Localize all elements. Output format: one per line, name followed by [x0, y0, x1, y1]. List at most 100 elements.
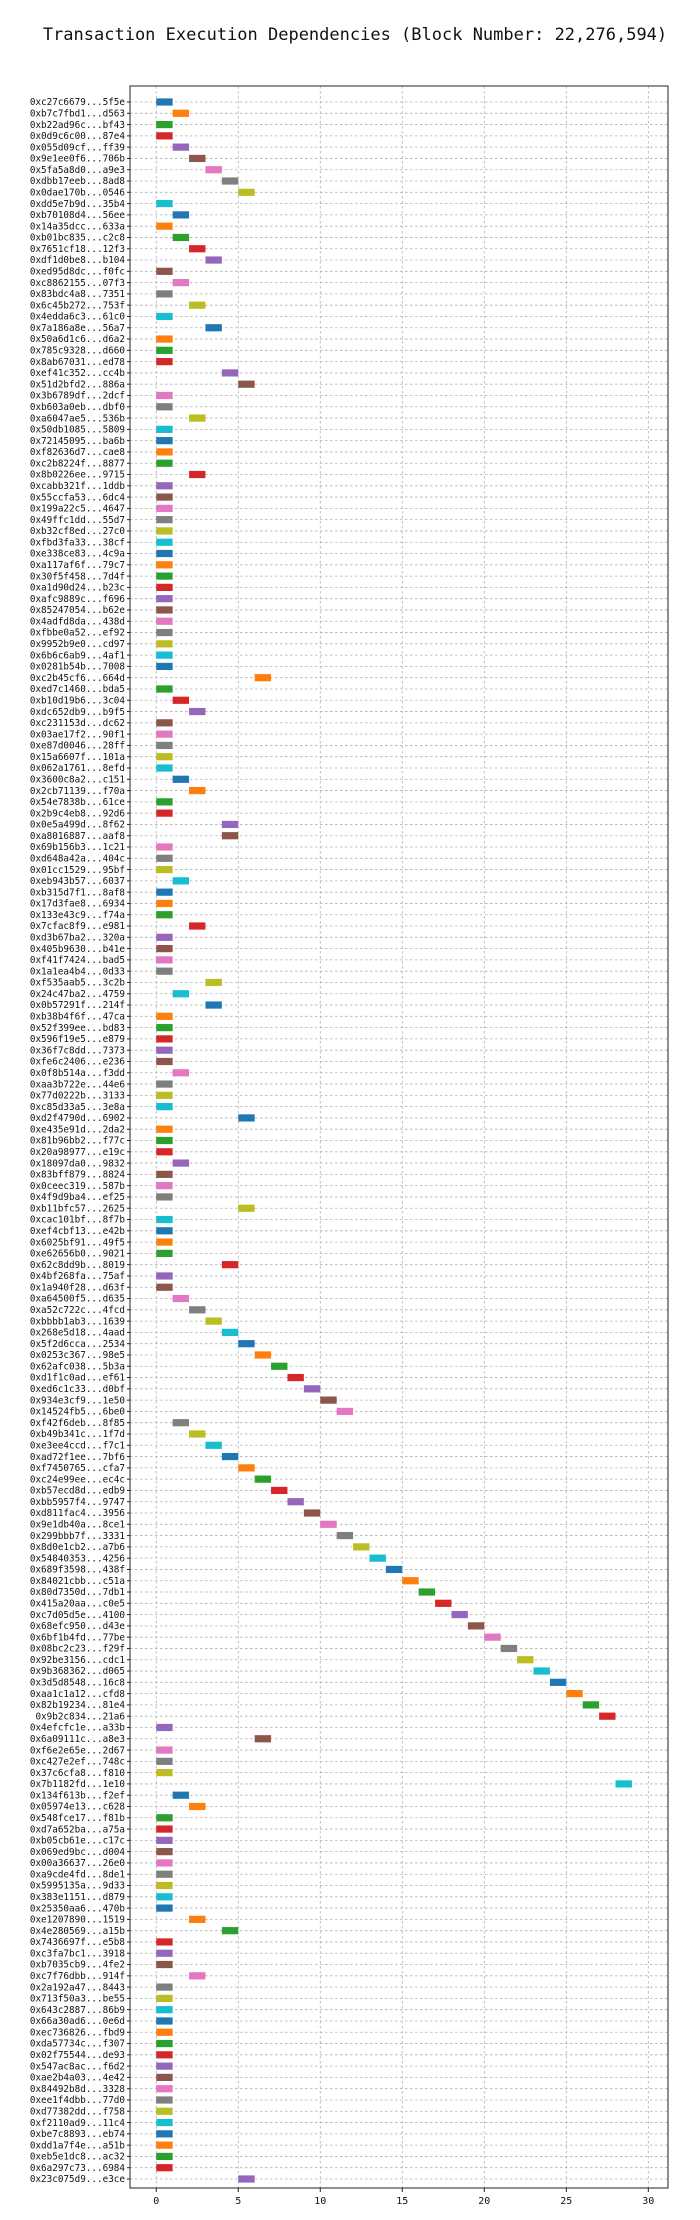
transaction-bar — [156, 865, 173, 874]
transaction-label: 0x415a20aa...c0e5 — [30, 1599, 125, 1610]
transaction-label: 0xbbbb1ab3...1639 — [30, 1316, 125, 1327]
transaction-bar — [254, 1735, 272, 1743]
transaction-label: 0x02f75544...de93 — [30, 2050, 125, 2061]
transaction-bar — [156, 538, 173, 546]
transaction-bar — [189, 707, 206, 716]
transaction-bar — [156, 1904, 173, 1912]
transaction-bar — [156, 2130, 173, 2138]
transaction-label: 0xe62656b0...9021 — [30, 1249, 125, 1260]
transaction-label: 0x785c9328...d660 — [30, 346, 125, 357]
x-tick-label: 20 — [478, 2196, 490, 2207]
transaction-bar — [238, 188, 255, 196]
transaction-label: 0xb22ad96c...bf43 — [30, 120, 125, 131]
transaction-bar — [156, 561, 173, 569]
transaction-bar — [189, 786, 206, 795]
transaction-label: 0x689f3598...438f — [30, 1565, 125, 1576]
transaction-bar — [156, 312, 173, 321]
transaction-bar — [156, 628, 173, 637]
transaction-label: 0xb10d19b6...3c04 — [30, 695, 126, 706]
transaction-label: 0xaa1c1a12...cfd8 — [30, 1689, 125, 1700]
transaction-label: 0x4adfd8da...438d — [30, 616, 125, 627]
transaction-label: 0x24c47ba2...4759 — [30, 989, 125, 1000]
transaction-label: 0x82b19234...81e4 — [30, 1700, 126, 1711]
transaction-bar — [156, 2051, 173, 2059]
transaction-label: 0x83bff879...8824 — [30, 1170, 126, 1181]
transaction-bar — [172, 1419, 190, 1427]
transaction-bar — [156, 1193, 173, 1201]
transaction-label: 0xdbb17eeb...8ad8 — [30, 176, 125, 187]
transaction-label: 0x50a6d1c6...d6a2 — [30, 334, 125, 345]
transaction-bar — [156, 1938, 173, 1946]
transaction-label: 0xb01bc835...c2c8 — [30, 233, 125, 244]
transaction-label: 0xf7450765...cfa7 — [30, 1463, 125, 1474]
bars-layer — [156, 98, 632, 2183]
transaction-label: 0xed95d8dc...f0fc — [30, 267, 125, 278]
transaction-label: 0x934e3cf9...1e50 — [30, 1395, 125, 1406]
transaction-bar — [172, 696, 190, 704]
transaction-label: 0xeb5e1dc8...ac32 — [30, 2152, 125, 2163]
transaction-bar — [156, 425, 173, 433]
transaction-label: 0x08bc2c23...f29f — [30, 1644, 125, 1655]
transaction-label: 0x7a186a8e...56a7 — [30, 323, 125, 334]
transaction-bar — [467, 1622, 485, 1630]
transaction-label: 0xa117af6f...79c7 — [30, 560, 125, 571]
transaction-label: 0xd3b67ba2...320a — [30, 933, 125, 944]
transaction-bar — [156, 1881, 173, 1890]
transaction-label: 0x37c6cfa8...f810 — [30, 1768, 125, 1779]
transaction-label: 0xbb5957f4...9747 — [30, 1497, 125, 1508]
transaction-label: 0xa9cde4fd...8de1 — [30, 1869, 125, 1880]
transaction-label: 0xdd5e7b9d...35b4 — [30, 199, 126, 210]
transaction-bar — [156, 459, 173, 467]
transaction-label: 0x62afc038...5b3a — [30, 1361, 125, 1372]
transaction-bar — [221, 1261, 239, 1269]
transaction-bar — [254, 1475, 272, 1483]
transaction-bar — [205, 978, 222, 987]
transaction-label: 0xef41c352...cc4b — [30, 368, 126, 379]
transaction-bar — [156, 595, 173, 603]
transaction-label: 0x20a98977...e19c — [30, 1147, 125, 1158]
transaction-bar — [156, 2096, 173, 2104]
transaction-bar — [221, 1927, 239, 1935]
transaction-bar — [402, 1577, 419, 1585]
transaction-label: 0x405b9630...b41e — [30, 944, 126, 955]
transaction-label: 0x9e1ee0f6...706b — [30, 154, 126, 165]
transaction-bar — [189, 1430, 206, 1438]
transaction-bar — [189, 154, 206, 163]
transaction-bar — [369, 1554, 386, 1562]
transaction-bar — [435, 1599, 452, 1607]
transaction-label: 0x0b57291f...214f — [30, 1000, 125, 1011]
transaction-label: 0x5fa5a8d0...a9e3 — [30, 165, 125, 176]
transaction-bar — [156, 1080, 173, 1088]
transaction-bar — [205, 166, 222, 174]
transaction-bar — [156, 346, 173, 354]
transaction-bar — [156, 1215, 173, 1224]
transaction-label: 0x7436697f...e5b8 — [30, 1937, 125, 1948]
transaction-bar — [156, 843, 173, 851]
grid-lines — [130, 86, 668, 2188]
transaction-bar — [566, 1690, 583, 1698]
transaction-label: 0x9b2c834...21a6 — [35, 1711, 125, 1722]
transaction-label: 0x6a297c73...6984 — [30, 2163, 126, 2174]
transaction-label: 0x68efc950...d43e — [30, 1621, 126, 1632]
transaction-bar — [156, 358, 173, 366]
transaction-bar — [221, 369, 239, 377]
transaction-bar — [549, 1678, 567, 1686]
transaction-bar — [156, 2141, 173, 2149]
transaction-label: 0xb11bfc57...2625 — [30, 1203, 125, 1214]
transaction-bar — [172, 279, 190, 287]
transaction-bar — [156, 504, 173, 512]
transaction-bar — [156, 899, 173, 908]
transaction-bar — [156, 583, 173, 591]
transaction-bar — [156, 199, 173, 208]
transaction-bar — [320, 1520, 337, 1528]
transaction-bar — [418, 1588, 436, 1596]
transaction-bar — [156, 516, 173, 524]
transaction-label: 0xcac101bf...8f7b — [30, 1215, 126, 1226]
transaction-label: 0x2cb71139...f70a — [30, 786, 125, 797]
transaction-bar — [156, 572, 173, 580]
transaction-label: 0xf2110ad9...11c4 — [30, 2118, 126, 2129]
transaction-label: 0x36f7c8dd...7373 — [30, 1045, 125, 1056]
x-tick-label: 30 — [642, 2196, 654, 2207]
transaction-bar — [189, 301, 206, 309]
